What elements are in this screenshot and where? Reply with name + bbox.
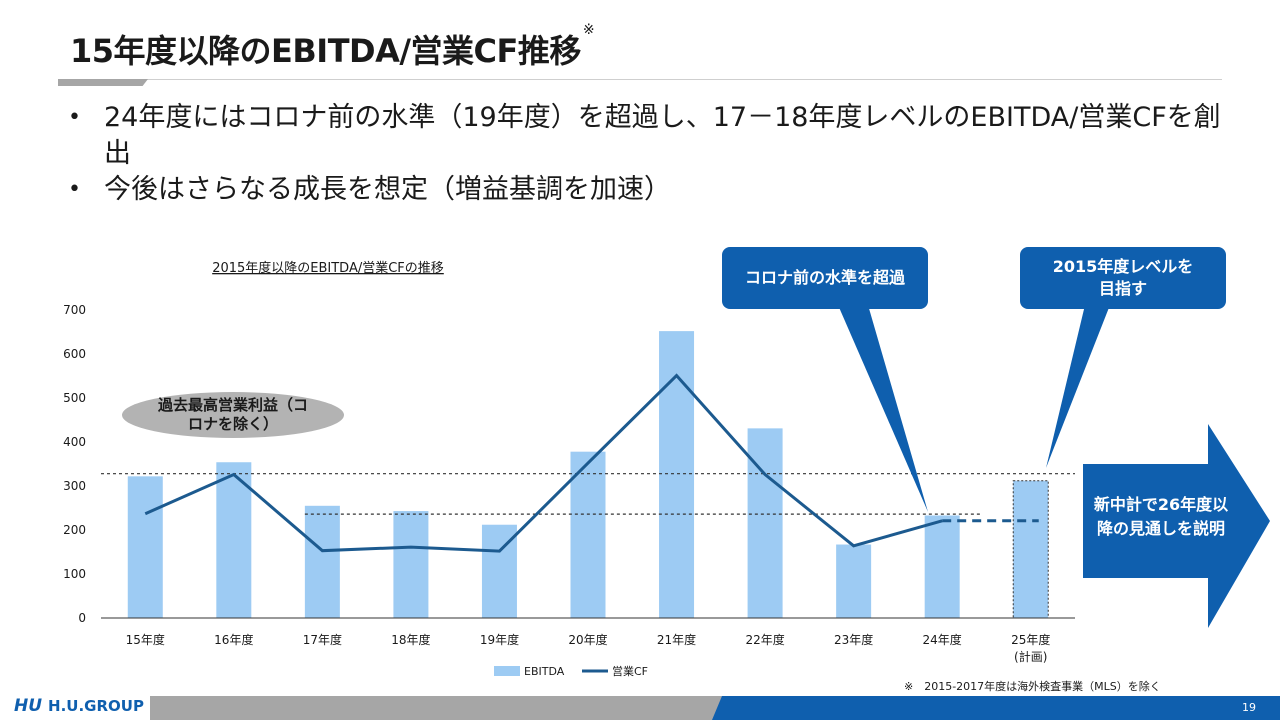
callout-2015-level: 2015年度レベルを目指す bbox=[1020, 247, 1226, 309]
company-logo: HU H.U.GROUP bbox=[14, 696, 144, 716]
bullet-text: 24年度にはコロナ前の水準（19年度）を超過し、17－18年度レベルのEBITD… bbox=[104, 102, 1221, 169]
bar-ebitda bbox=[216, 462, 252, 618]
plan-arrow bbox=[1083, 424, 1270, 628]
title-note: ※ bbox=[582, 22, 595, 38]
title-accent-bar bbox=[58, 79, 148, 86]
x-tick-label: 23年度 bbox=[834, 632, 873, 647]
line-operating-cf bbox=[144, 373, 943, 553]
callout-pointer bbox=[1046, 305, 1110, 468]
chart-title: 2015年度以降のEBITDA/営業CFの推移 bbox=[212, 260, 444, 276]
page-number: 19 bbox=[1242, 701, 1256, 714]
y-tick-label: 300 bbox=[63, 479, 86, 493]
x-tick-label: 24年度 bbox=[923, 632, 962, 647]
callout-covid: コロナ前の水準を超過 bbox=[722, 247, 928, 309]
bullet-list: • 24年度にはコロナ前の水準（19年度）を超過し、17－18年度レベルのEBIT… bbox=[68, 100, 1238, 208]
record-profit-ellipse: 過去最高営業利益（コロナを除く） bbox=[122, 392, 344, 438]
bar-ebitda bbox=[570, 451, 606, 618]
y-tick-label: 200 bbox=[63, 523, 86, 537]
y-tick-label: 0 bbox=[78, 611, 86, 625]
bar-ebitda bbox=[127, 476, 163, 618]
bar-ebitda bbox=[836, 544, 872, 618]
bullet-item: • 24年度にはコロナ前の水準（19年度）を超過し、17－18年度レベルのEBIT… bbox=[68, 100, 1238, 172]
x-tick-label: 25年度 bbox=[1011, 632, 1050, 647]
x-tick-label: 15年度 bbox=[126, 632, 165, 647]
x-tick-label: 17年度 bbox=[303, 632, 342, 647]
footnote: ※ 2015-2017年度は海外検査事業（MLS）を除く bbox=[904, 680, 1161, 693]
legend-label-cf: 営業CF bbox=[612, 664, 648, 678]
y-tick-label: 500 bbox=[63, 391, 86, 405]
footer-band-blue bbox=[712, 696, 1280, 720]
legend-label-ebitda: EBITDA bbox=[524, 665, 565, 678]
bar-ebitda bbox=[747, 428, 783, 618]
x-tick-label: 20年度 bbox=[568, 632, 607, 647]
x-tick-label: 16年度 bbox=[214, 632, 253, 647]
legend-swatch-ebitda bbox=[494, 666, 520, 676]
bar-ebitda bbox=[924, 515, 960, 618]
y-tick-label: 400 bbox=[63, 435, 86, 449]
plan-arrow-label: 新中計で26年度以降の見通しを説明 bbox=[1093, 495, 1229, 538]
x-tick-label-sub: (計画) bbox=[1014, 649, 1047, 664]
page-title: 15年度以降のEBITDA/営業CF推移※ bbox=[70, 22, 595, 70]
bullet-item: • 今後はさらなる成長を想定（増益基調を加速） bbox=[68, 172, 1238, 208]
bullet-text: 今後はさらなる成長を想定（増益基調を加速） bbox=[104, 174, 671, 205]
y-tick-label: 600 bbox=[63, 347, 86, 361]
logo-name: H.U.GROUP bbox=[48, 697, 144, 715]
x-tick-label: 21年度 bbox=[657, 632, 696, 647]
x-tick-label: 22年度 bbox=[745, 632, 784, 647]
logo-mark: HU bbox=[14, 696, 43, 716]
x-tick-label: 19年度 bbox=[480, 632, 519, 647]
x-tick-label: 18年度 bbox=[391, 632, 430, 647]
bar-ebitda bbox=[393, 511, 429, 618]
y-tick-label: 700 bbox=[63, 303, 86, 317]
bar-ebitda bbox=[659, 331, 695, 618]
title-divider bbox=[58, 79, 1222, 80]
bar-ebitda bbox=[1012, 480, 1049, 619]
callout-pointer bbox=[838, 305, 928, 512]
bar-ebitda bbox=[304, 505, 340, 618]
y-tick-label: 100 bbox=[63, 567, 86, 581]
